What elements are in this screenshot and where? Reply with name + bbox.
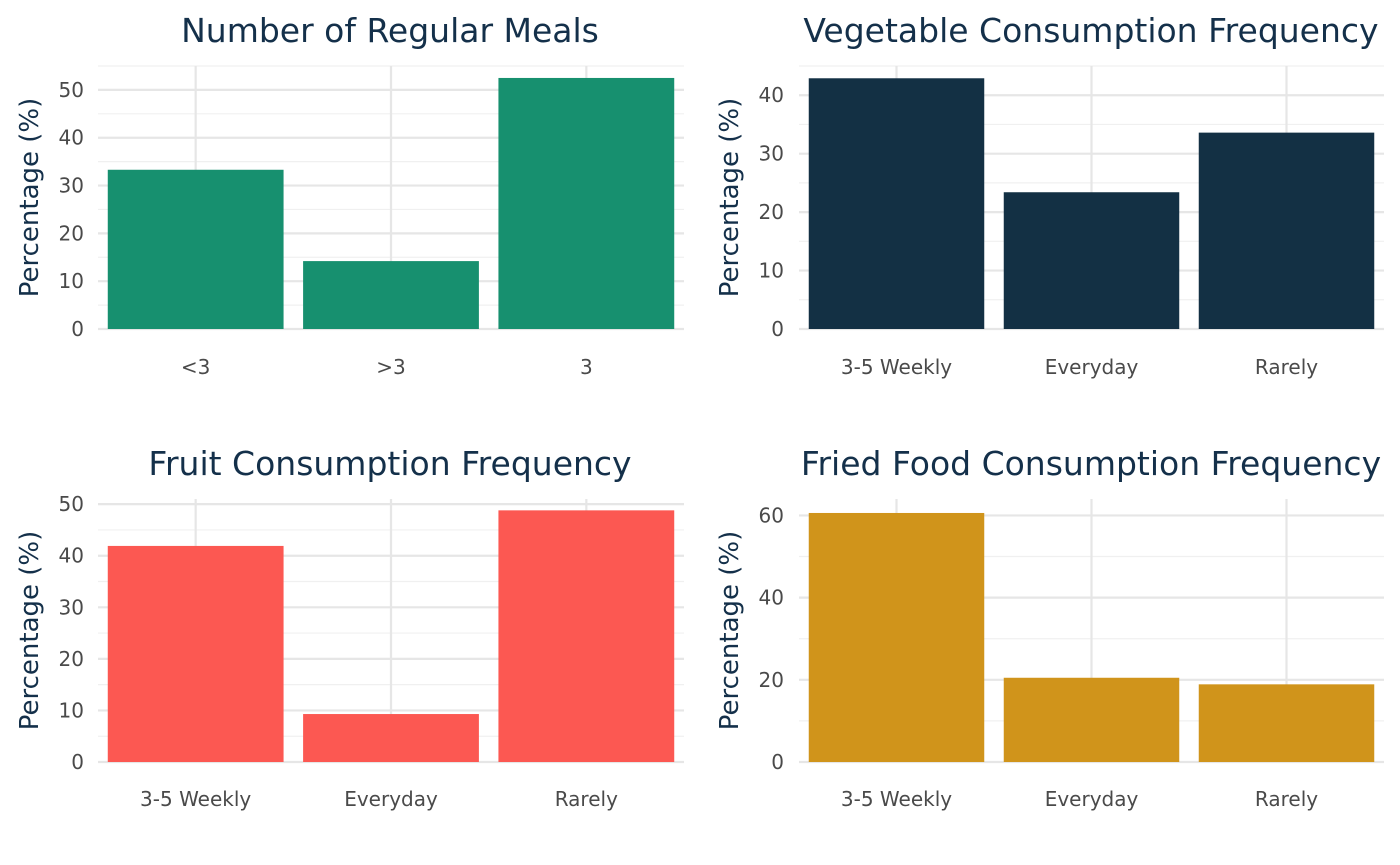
x-tick-label: >3 [376,355,405,379]
y-tick-label: 60 [759,503,784,527]
bar-3 [498,77,675,329]
y-axis-label: Percentage (%) [15,531,45,731]
y-tick-label: 20 [759,200,784,224]
bar--3 [107,169,284,329]
bar-rarely [1198,684,1375,762]
x-tick-label: 3-5 Weekly [841,787,952,811]
x-tick-label: Rarely [1255,355,1318,379]
y-axis-label: Percentage (%) [715,531,745,731]
y-tick-label: 30 [59,595,84,619]
chart-panel-3: 0 10 20 30 40 50 3-5 Weekly Everyday Rarely Fruit… [15,444,684,811]
y-tick-label: 0 [71,750,84,774]
y-tick-label: 40 [59,544,84,568]
x-tick-label: <3 [181,355,210,379]
bar-rarely [1198,132,1375,329]
y-axis-label: Percentage (%) [15,98,45,298]
x-tick-label: 3-5 Weekly [140,787,251,811]
x-tick-label: 3 [580,355,593,379]
chart-panel-2: 0 10 20 30 40 3-5 Weekly Everyday Rarely Vegetab… [715,11,1384,379]
x-tick-label: 3-5 Weekly [841,355,952,379]
y-tick-label: 0 [771,750,784,774]
x-tick-label: Rarely [1255,787,1318,811]
chart-title: Number of Regular Meals [181,11,599,50]
bar-3-5-weekly [107,545,284,762]
y-tick-label: 40 [759,83,784,107]
x-tick-label: Rarely [555,787,618,811]
y-tick-label: 20 [59,647,84,671]
chart-panel-1: 0 10 20 30 40 50 <3 >3 3 Number of Regular Meals P… [15,11,684,379]
y-tick-label: 40 [759,586,784,610]
y-tick-label: 10 [59,698,84,722]
y-tick-label: 30 [759,142,784,166]
bar-everyday [1003,192,1180,329]
y-tick-label: 10 [759,259,784,283]
bar-everyday [1003,677,1180,762]
chart-title: Fruit Consumption Frequency [148,444,631,483]
y-tick-label: 50 [59,78,84,102]
y-tick-label: 50 [59,492,84,516]
bar-everyday [303,714,479,762]
y-axis-label: Percentage (%) [715,98,745,298]
y-tick-label: 10 [59,269,84,293]
x-tick-label: Everyday [1045,787,1139,811]
x-tick-label: Everyday [344,787,438,811]
y-tick-label: 40 [59,126,84,150]
y-tick-label: 0 [771,317,784,341]
chart-panel-4: 0 20 40 60 3-5 Weekly Everyday Rarely Fried Foo… [715,444,1384,811]
chart-title: Vegetable Consumption Frequency [803,11,1378,50]
bar-3-5-weekly [808,78,985,329]
chart-title: Fried Food Consumption Frequency [801,444,1381,483]
y-tick-label: 20 [59,221,84,245]
bar-rarely [498,510,675,762]
y-tick-label: 0 [71,317,84,341]
y-tick-label: 30 [59,174,84,198]
y-tick-label: 20 [759,668,784,692]
bar-3-5-weekly [808,512,985,762]
panels: 0 10 20 30 40 50 <3 >3 3 Number of Regular Meals P… [15,11,1384,811]
x-tick-label: Everyday [1045,355,1139,379]
bar--3 [303,261,479,329]
